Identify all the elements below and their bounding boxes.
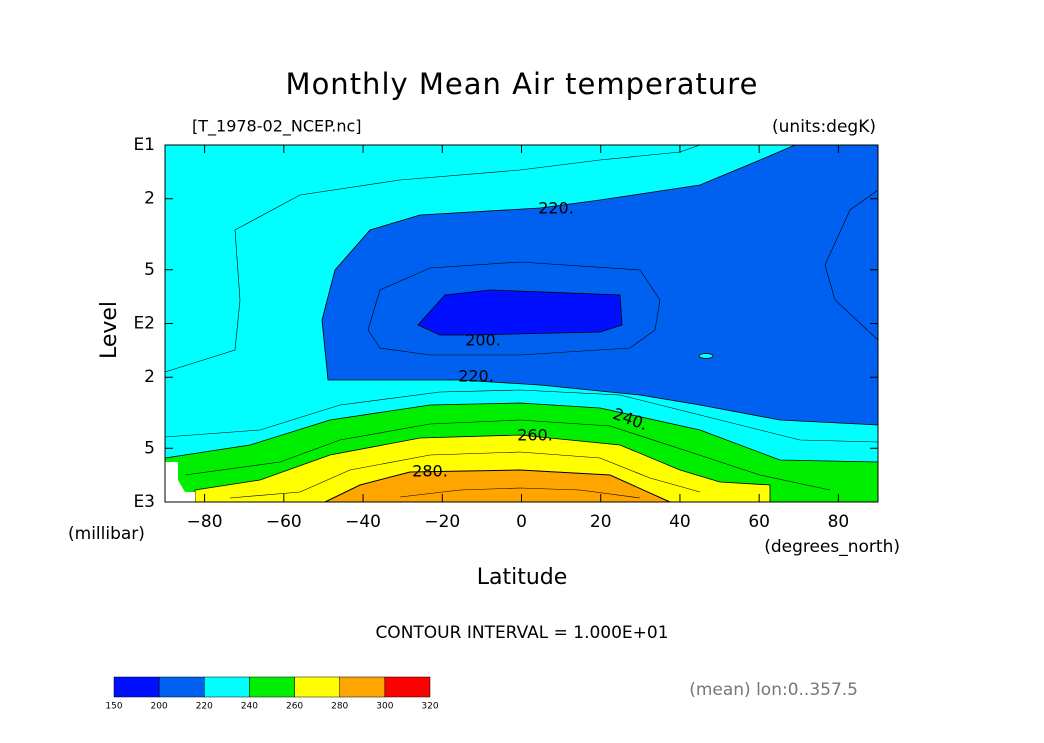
region-missing — [165, 462, 195, 502]
y-tick-label: E1 — [133, 135, 155, 155]
region-small — [698, 353, 714, 359]
colorbar-bin — [339, 676, 386, 698]
contour-label: 200. — [465, 331, 501, 350]
y-tick-label: 2 — [144, 189, 155, 209]
contour-line — [399, 487, 641, 499]
x-tick-label: −80 — [187, 512, 223, 532]
y-tick-label: 2 — [144, 367, 155, 387]
colorbar-label: 220 — [196, 702, 213, 712]
x-label: Latitude — [477, 565, 568, 590]
contour-line — [164, 144, 701, 373]
y-tick-label: 5 — [144, 260, 155, 280]
region-150-200 — [417, 289, 623, 336]
x-tick-label: 0 — [516, 512, 527, 532]
colorbar-label: 150 — [105, 702, 122, 712]
contour-field — [164, 144, 879, 503]
x-units: (degrees_north) — [764, 537, 900, 557]
annotation: CONTOUR INTERVAL = 1.000E+01 — [375, 623, 668, 643]
colorbar-bin — [113, 676, 160, 698]
units: (units:degK) — [772, 117, 876, 137]
colorbar-label: 300 — [376, 702, 393, 712]
subtitle: [T_1978-02_NCEP.nc] — [192, 117, 362, 137]
chart-title: Monthly Mean Air temperature — [286, 67, 759, 101]
contour-line — [229, 451, 701, 499]
colorbar-label: 280 — [331, 702, 348, 712]
y-tick-label: E3 — [133, 492, 155, 512]
x-tick-label: 20 — [590, 512, 612, 532]
contour-line — [367, 261, 661, 356]
colorbar-bin — [204, 676, 250, 698]
y-tick-label: E2 — [133, 314, 155, 334]
colorbar-label: 200 — [151, 702, 168, 712]
x-tick-label: −60 — [266, 512, 302, 532]
contour-label: 220. — [538, 199, 574, 218]
colorbar-label: 260 — [286, 702, 303, 712]
contour-line — [824, 189, 879, 341]
contour-label: 220. — [458, 367, 494, 386]
contour-line — [164, 389, 879, 443]
x-tick-label: −20 — [424, 512, 460, 532]
colorbar-bin — [158, 676, 205, 698]
footer: (mean) lon:0..357.5 — [689, 680, 858, 700]
x-tick-label: −40 — [345, 512, 381, 532]
colorbar-bin — [249, 676, 295, 698]
contour-label: 280. — [412, 462, 448, 481]
x-tick-label: 40 — [669, 512, 691, 532]
x-tick-label: 80 — [828, 512, 850, 532]
contour-label: 260. — [517, 426, 553, 445]
y-tick-label: 5 — [144, 438, 155, 458]
contour-line — [184, 419, 831, 491]
x-tick-label: 60 — [748, 512, 770, 532]
y-label: Level — [97, 301, 122, 359]
y-units: (millibar) — [68, 524, 145, 544]
colorbar-label: 320 — [421, 702, 438, 712]
colorbar-label: 240 — [241, 702, 258, 712]
colorbar-bin — [294, 676, 340, 698]
colorbar-bin — [384, 676, 431, 698]
